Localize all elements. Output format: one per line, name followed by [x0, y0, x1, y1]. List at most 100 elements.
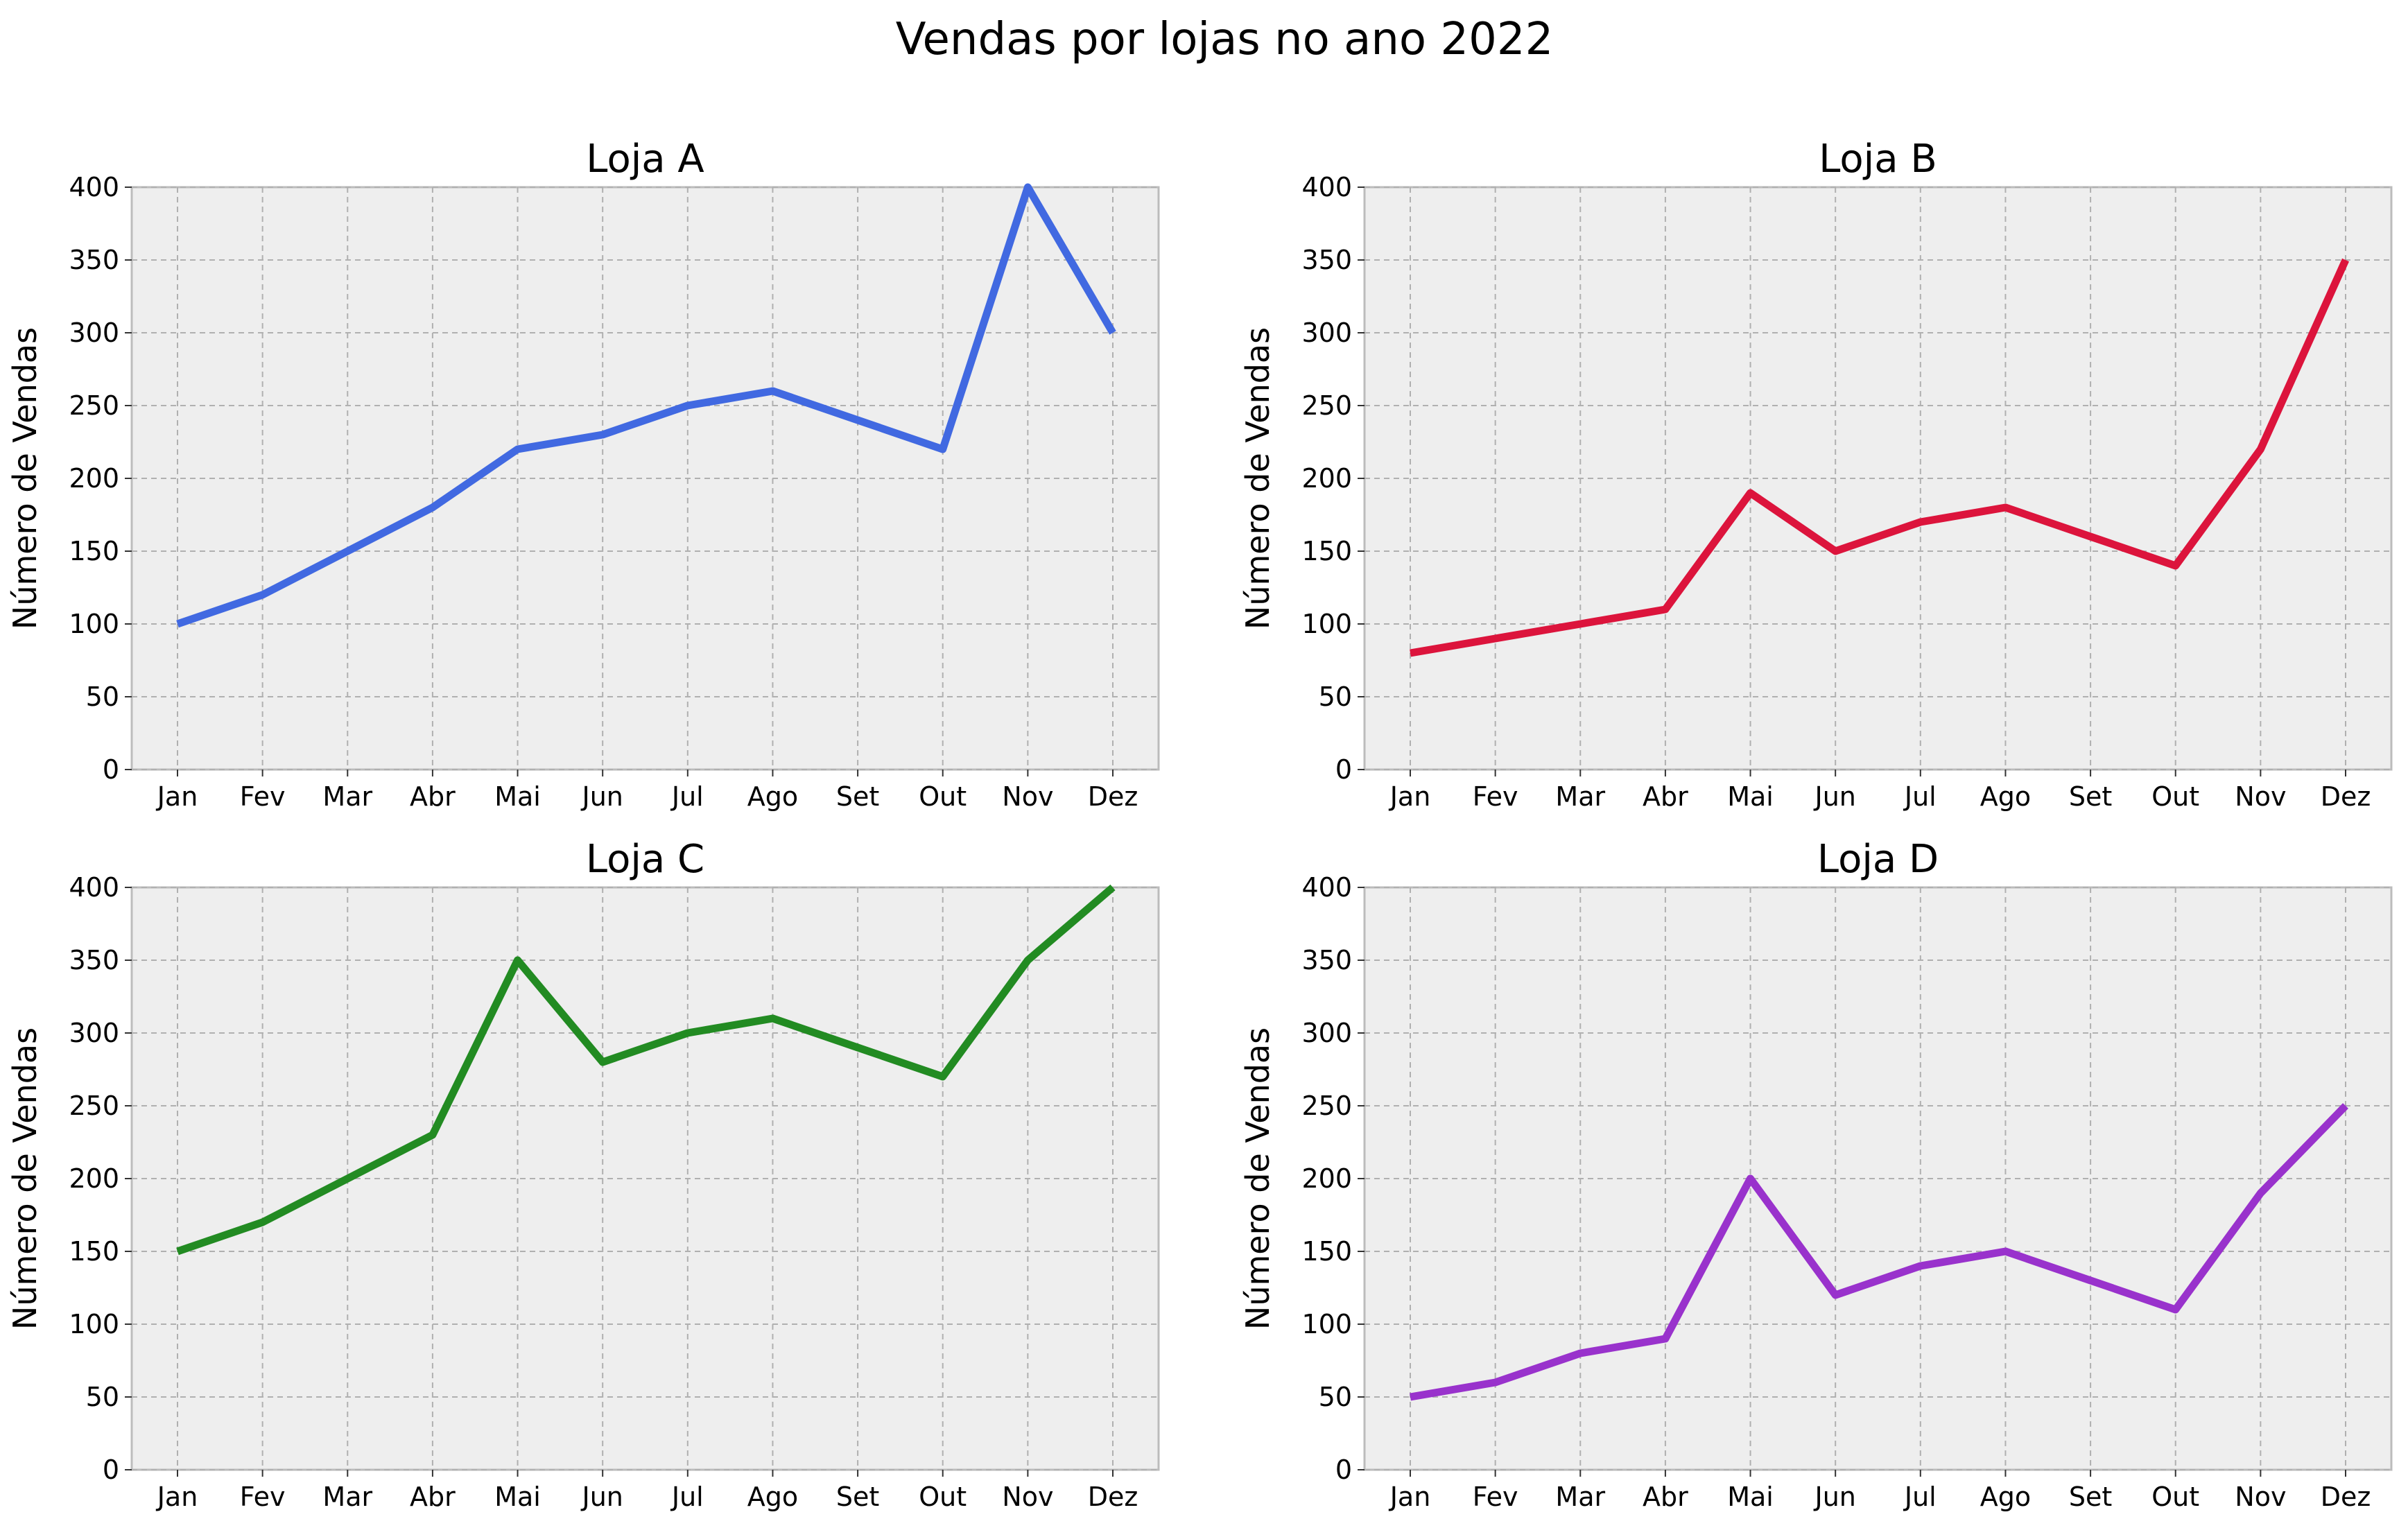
data-point [1112, 887, 1114, 888]
series-line [1410, 258, 2350, 657]
x-tick-label: Abr [410, 781, 456, 812]
y-tick-label: 0 [1335, 1455, 1352, 1485]
y-tick-label: 300 [69, 318, 119, 348]
data-point [772, 1018, 773, 1019]
x-tick-label: Fev [240, 1482, 286, 1512]
subplot-4: 0 50 100 150 200 250 300 350 400 Jan Fev Mar Abr Mai J… [1239, 837, 2393, 1512]
data-point [2090, 1280, 2091, 1281]
x-tick-label: Abr [1643, 1482, 1688, 1512]
x-tick-label: Jan [1389, 781, 1431, 812]
subplots-grid: 0 50 100 150 200 250 300 350 400 Jan Fev Mar Abr Mai J… [6, 137, 2393, 1512]
x-tick-label: Jun [580, 1482, 623, 1512]
y-tick-label: 300 [1301, 1018, 1352, 1048]
y-tick-label: 50 [1319, 1382, 1352, 1412]
x-tick-label: Ago [747, 781, 798, 812]
x-tick-label: Fev [1473, 1482, 1518, 1512]
y-tick-label: 350 [69, 945, 119, 975]
data-point [1579, 623, 1581, 625]
x-tick-label: Mai [1727, 781, 1774, 812]
y-tick-label: 400 [1301, 172, 1352, 202]
subplot-1: 0 50 100 150 200 250 300 350 400 Jan Fev Mar Abr Mai J… [6, 137, 1160, 812]
x-tick-label: Out [919, 781, 967, 812]
y-tick-label: 300 [69, 1018, 119, 1048]
x-tick-label: Jun [580, 781, 623, 812]
y-tick-label: 50 [86, 681, 119, 712]
subplot-title: Loja A [586, 137, 704, 182]
x-tick-label: Mar [322, 781, 372, 812]
x-tick-label: Set [2069, 1482, 2112, 1512]
x-tick-label: Mai [494, 781, 541, 812]
x-tick-label: Ago [1980, 1482, 2031, 1512]
data-point [432, 507, 433, 508]
data-point [1920, 1265, 1921, 1267]
data-point [262, 1222, 263, 1223]
x-tick-label: Ago [747, 1482, 798, 1512]
y-axis-label: Número de Vendas [6, 1027, 44, 1330]
y-tick-label: 200 [69, 463, 119, 494]
series-line [176, 183, 1116, 628]
data-point [1835, 550, 1836, 552]
data-point [177, 623, 178, 625]
x-tick-label: Jan [1389, 1482, 1431, 1512]
y-tick-label: 100 [69, 1309, 119, 1339]
x-tick-label: Nov [2235, 1482, 2286, 1512]
data-point [2004, 507, 2006, 508]
x-tick-label: Jan [156, 1482, 198, 1512]
data-point [687, 1032, 688, 1034]
x-tick-label: Out [919, 1482, 967, 1512]
x-tick-label: Jan [156, 781, 198, 812]
x-tick-label: Nov [2235, 781, 2286, 812]
y-tick-label: 150 [1301, 1236, 1352, 1267]
data-point [942, 449, 944, 450]
y-tick-label: 50 [86, 1382, 119, 1412]
x-tick-label: Fev [1473, 781, 1518, 812]
plot-area [130, 886, 1160, 1471]
x-tick-label: Mai [1727, 1482, 1774, 1512]
y-tick-label: 400 [1301, 872, 1352, 903]
subplot-3: 0 50 100 150 200 250 300 350 400 Jan Fev Mar Abr Mai J… [6, 837, 1160, 1512]
data-point [1750, 492, 1751, 494]
y-tick-label: 0 [1335, 754, 1352, 785]
x-tick-label: Nov [1002, 781, 1053, 812]
figure-suptitle: Vendas por lojas no ano 2022 [896, 14, 1554, 65]
y-tick-label: 250 [1301, 390, 1352, 421]
y-tick-label: 350 [1301, 245, 1352, 275]
y-tick-label: 300 [1301, 318, 1352, 348]
data-point [262, 594, 263, 596]
y-tick-label: 100 [1301, 609, 1352, 639]
data-point [432, 1134, 433, 1136]
subplot-2: 0 50 100 150 200 250 300 350 400 Jan Fev Mar Abr Mai J… [1239, 137, 2393, 812]
data-point [2260, 1192, 2261, 1194]
y-tick-label: 100 [1301, 1309, 1352, 1339]
y-tick-label: 200 [1301, 1163, 1352, 1194]
y-tick-label: 150 [69, 536, 119, 566]
y-tick-label: 250 [1301, 1091, 1352, 1121]
y-tick-label: 200 [1301, 463, 1352, 494]
x-tick-label: Jul [670, 1482, 704, 1512]
x-tick-label: Set [836, 781, 879, 812]
x-tick-label: Mar [322, 1482, 372, 1512]
data-point [1410, 652, 1411, 654]
y-axis-label: Número de Vendas [6, 327, 44, 630]
data-point [1495, 1382, 1496, 1383]
data-point [2004, 1251, 2006, 1252]
x-tick-label: Dez [2321, 1482, 2371, 1512]
x-tick-label: Dez [1088, 781, 1138, 812]
y-tick-label: 0 [103, 1455, 119, 1485]
x-tick-label: Set [2069, 781, 2112, 812]
y-axis-label: Número de Vendas [1239, 327, 1276, 630]
x-tick-label: Nov [1002, 1482, 1053, 1512]
x-tick-label: Mar [1555, 781, 1605, 812]
series-line [176, 884, 1116, 1256]
x-tick-label: Mai [494, 1482, 541, 1512]
subplot-title: Loja C [586, 837, 704, 882]
plot-area [1363, 886, 2393, 1471]
data-point [1579, 1353, 1581, 1354]
x-tick-label: Jun [1813, 1482, 1855, 1512]
data-point [1835, 1294, 1836, 1296]
x-tick-label: Jun [1813, 781, 1855, 812]
data-point [772, 390, 773, 392]
y-tick-label: 400 [69, 872, 119, 903]
data-point [347, 550, 348, 552]
